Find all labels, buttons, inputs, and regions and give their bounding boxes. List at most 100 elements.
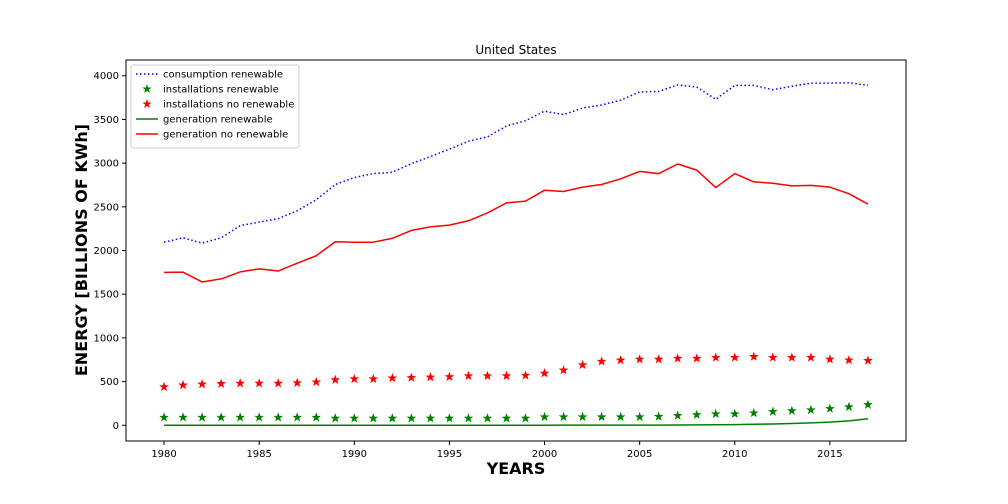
data-point xyxy=(520,413,531,423)
data-point xyxy=(596,356,607,366)
data-point xyxy=(406,413,417,423)
data-point xyxy=(558,411,569,422)
data-point xyxy=(577,411,588,422)
x-tick-label: 2010 xyxy=(722,449,747,460)
data-point xyxy=(787,352,797,362)
data-point xyxy=(691,353,702,363)
data-point xyxy=(558,365,569,375)
data-point xyxy=(216,412,226,422)
y-tick-label: 4000 xyxy=(94,71,119,82)
series-generation-no-renewable xyxy=(164,163,869,283)
data-point xyxy=(844,401,854,412)
y-tick-label: 2500 xyxy=(94,202,119,213)
data-point xyxy=(825,403,835,413)
data-point xyxy=(767,352,778,362)
y-tick-label: 1500 xyxy=(94,290,119,301)
series-installations-renewable xyxy=(159,399,873,423)
x-tick-label: 2015 xyxy=(817,449,842,460)
data-point xyxy=(254,378,265,388)
data-point xyxy=(825,354,835,364)
data-point xyxy=(197,412,207,422)
series-layer xyxy=(159,81,873,427)
series-line xyxy=(164,163,869,283)
y-tick-label: 2000 xyxy=(94,246,119,257)
data-point xyxy=(844,355,854,365)
y-tick-label: 3000 xyxy=(94,159,119,170)
data-point xyxy=(235,378,245,388)
legend-item: installations no renewable xyxy=(142,99,294,111)
data-point xyxy=(273,378,284,388)
data-point xyxy=(178,412,188,422)
data-point xyxy=(387,372,398,383)
data-point xyxy=(806,404,816,415)
data-point xyxy=(596,411,607,422)
data-point xyxy=(254,412,265,422)
data-point xyxy=(368,413,379,423)
data-point xyxy=(444,371,455,381)
data-point xyxy=(311,412,322,422)
x-tick-label: 1990 xyxy=(342,449,367,460)
data-point xyxy=(729,352,740,362)
legend-label: generation no renewable xyxy=(163,130,288,141)
data-point xyxy=(615,355,626,365)
data-point xyxy=(691,409,702,419)
data-point xyxy=(710,352,721,362)
x-tick-label: 2000 xyxy=(532,449,557,460)
data-point xyxy=(729,408,740,419)
data-point xyxy=(235,412,245,422)
data-point xyxy=(159,412,169,422)
data-point xyxy=(463,370,474,381)
data-point xyxy=(863,399,873,409)
data-point xyxy=(406,372,417,382)
x-tick-label: 1980 xyxy=(151,449,176,460)
data-point xyxy=(216,378,226,388)
data-point xyxy=(482,413,493,423)
legend-item: consumption renewable xyxy=(136,70,283,81)
plot-frame xyxy=(125,59,907,442)
data-point xyxy=(349,373,360,384)
data-point xyxy=(806,352,816,362)
data-point xyxy=(273,412,284,422)
data-point xyxy=(368,373,379,384)
x-tick-label: 1985 xyxy=(246,449,271,460)
data-point xyxy=(653,411,664,421)
data-point xyxy=(672,353,683,363)
legend-marker xyxy=(142,99,152,108)
data-point xyxy=(425,372,436,382)
data-point xyxy=(672,410,683,420)
legend-label: installations renewable xyxy=(163,85,279,96)
data-point xyxy=(330,413,341,423)
data-point xyxy=(444,413,455,423)
y-tick-label: 3500 xyxy=(94,115,119,126)
legend-box xyxy=(130,64,300,149)
series-generation-renewable xyxy=(164,417,869,427)
data-point xyxy=(501,370,512,381)
data-point xyxy=(748,351,759,361)
data-point xyxy=(159,381,169,391)
data-point xyxy=(330,374,341,384)
y-axis-label: ENERGY [BILLIONS OF KWh] xyxy=(72,124,91,376)
data-point xyxy=(863,355,873,365)
data-point xyxy=(615,411,626,422)
data-point xyxy=(349,413,360,423)
data-point xyxy=(463,413,474,423)
data-point xyxy=(387,413,398,423)
series-line xyxy=(164,417,869,427)
data-point xyxy=(178,379,188,390)
legend-label: generation renewable xyxy=(163,115,273,126)
data-point xyxy=(634,411,645,422)
data-point xyxy=(539,368,550,378)
legend-label: consumption renewable xyxy=(163,70,283,81)
data-point xyxy=(787,405,797,415)
data-point xyxy=(577,359,588,370)
legend-item: generation no renewable xyxy=(136,130,288,141)
x-tick-label: 2005 xyxy=(627,449,652,460)
x-axis-label: YEARS xyxy=(486,459,546,478)
data-point xyxy=(653,354,664,364)
y-tick-label: 500 xyxy=(100,377,119,388)
data-point xyxy=(311,376,322,387)
data-point xyxy=(292,412,303,422)
data-point xyxy=(425,413,436,423)
data-point xyxy=(748,407,759,418)
